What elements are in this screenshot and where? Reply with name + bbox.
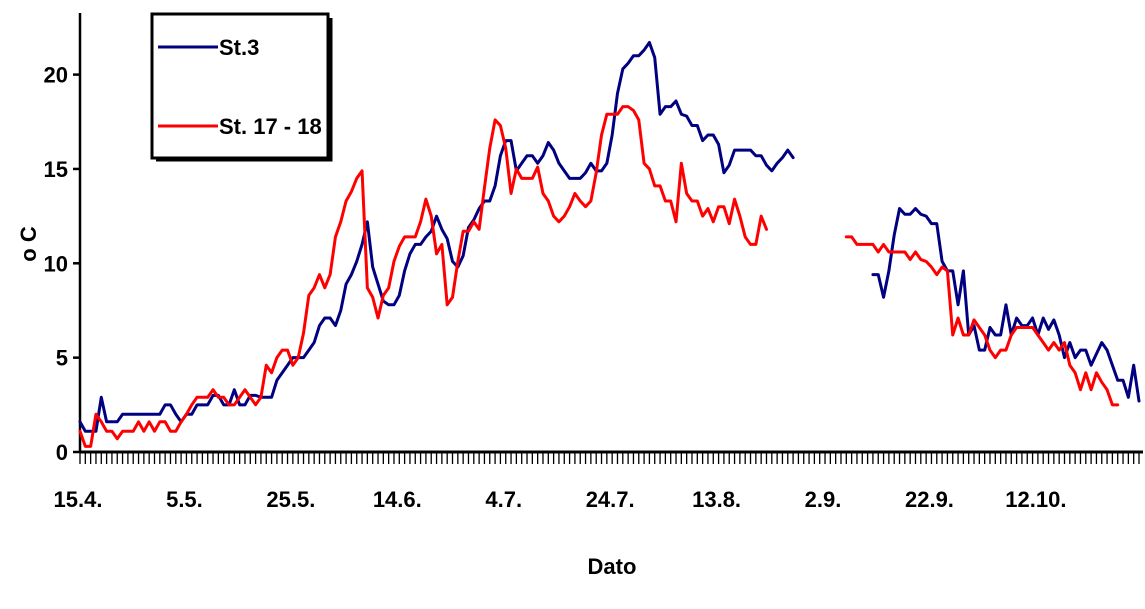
y-tick-label: 10 [44,251,68,276]
y-tick-label: 20 [44,63,68,88]
y-tick-label: 5 [56,346,68,371]
series-line-0 [78,41,1141,433]
x-axis: 15.4. 5.5. 25.5. 14.6. 4.7. 24.7. 13.8. 2.9. 22.… [54,450,1143,512]
x-tick-label: 5.5. [166,487,203,512]
x-daily-tick-marks [79,452,1140,464]
legend-shadow [156,18,333,162]
legend-label-1: St. 17 - 18 [219,114,322,139]
y-tick-label: 15 [44,157,68,182]
y-axis-title: o C [16,226,41,262]
y-axis: 0 5 10 15 20 [44,13,82,465]
y-tick-label: 0 [56,440,68,465]
legend-label-0: St.3 [219,35,259,60]
x-tick-label: 15.4. [54,487,103,512]
series-lines [78,41,1141,448]
x-axis-title: Dato [588,554,637,579]
legend-box [150,12,330,160]
series-line-1 [78,105,1120,448]
x-tick-label: 13.8. [692,487,741,512]
x-tick-label: 25.5. [266,487,315,512]
x-tick-label: 12.10. [1005,487,1066,512]
x-tick-label: 4.7. [485,487,522,512]
x-tick-label: 22.9. [905,487,954,512]
x-tick-label: 14.6. [373,487,422,512]
x-tick-label: 24.7. [586,487,635,512]
x-tick-label: 2.9. [805,487,842,512]
legend: St.3 St. 17 - 18 [150,12,333,162]
